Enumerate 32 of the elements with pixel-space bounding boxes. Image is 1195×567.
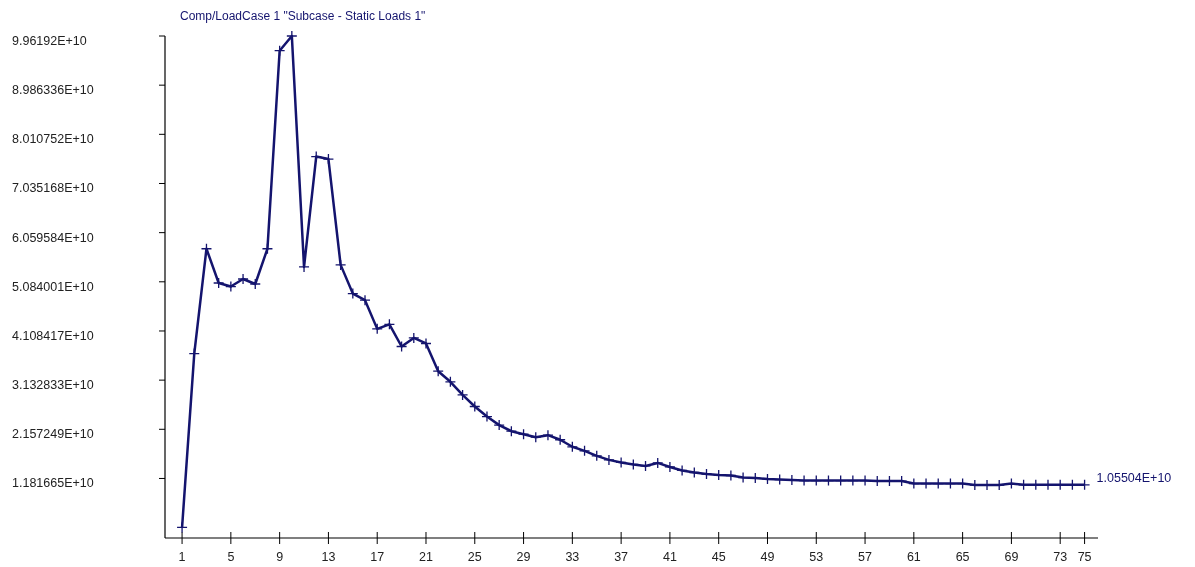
- x-tick-label: 65: [955, 550, 970, 564]
- x-tick-label: 45: [711, 550, 726, 564]
- y-tick-label: 8.010752E+10: [12, 132, 94, 147]
- x-tick-label: 37: [614, 550, 629, 564]
- x-tick-label: 9: [276, 550, 284, 564]
- x-tick-label: 5: [227, 550, 235, 564]
- y-tick-label: 9.96192E+10: [12, 34, 87, 48]
- x-tick-label: 53: [809, 550, 824, 564]
- x-tick-label: 69: [1004, 550, 1019, 564]
- x-tick-label: 75: [1077, 550, 1092, 564]
- x-tick-label: 61: [906, 550, 921, 564]
- x-tick-label: 41: [662, 550, 677, 564]
- annotation: 1.05504E+10: [1096, 470, 1172, 485]
- y-tick-label: 8.986336E+10: [12, 83, 94, 98]
- x-tick-label: 25: [467, 550, 482, 564]
- y-tick-label: 4.108417E+10: [12, 328, 94, 343]
- x-tick-label: 73: [1053, 550, 1068, 564]
- y-tick-label: 7.035168E+10: [12, 181, 94, 196]
- x-tick-label: 1: [178, 550, 186, 564]
- x-tick-label: 29: [516, 550, 531, 564]
- x-tick-label: 33: [565, 550, 580, 564]
- x-tick-label: 57: [858, 550, 873, 564]
- x-tick-label: 49: [760, 550, 775, 564]
- y-tick-label: 2.157249E+10: [12, 427, 94, 442]
- y-tick-label: 5.084001E+10: [12, 279, 94, 294]
- x-tick-label: 21: [419, 550, 433, 564]
- chart-title: Comp/LoadCase 1 "Subcase - Static Loads 1": [180, 9, 426, 23]
- x-tick-label: 13: [321, 550, 336, 564]
- y-tick-label: 6.059584E+10: [12, 230, 94, 245]
- x-tick-label: 17: [370, 550, 385, 564]
- y-tick-label: 3.132833E+10: [12, 378, 94, 393]
- y-tick-label: 1.181665E+10: [12, 476, 94, 491]
